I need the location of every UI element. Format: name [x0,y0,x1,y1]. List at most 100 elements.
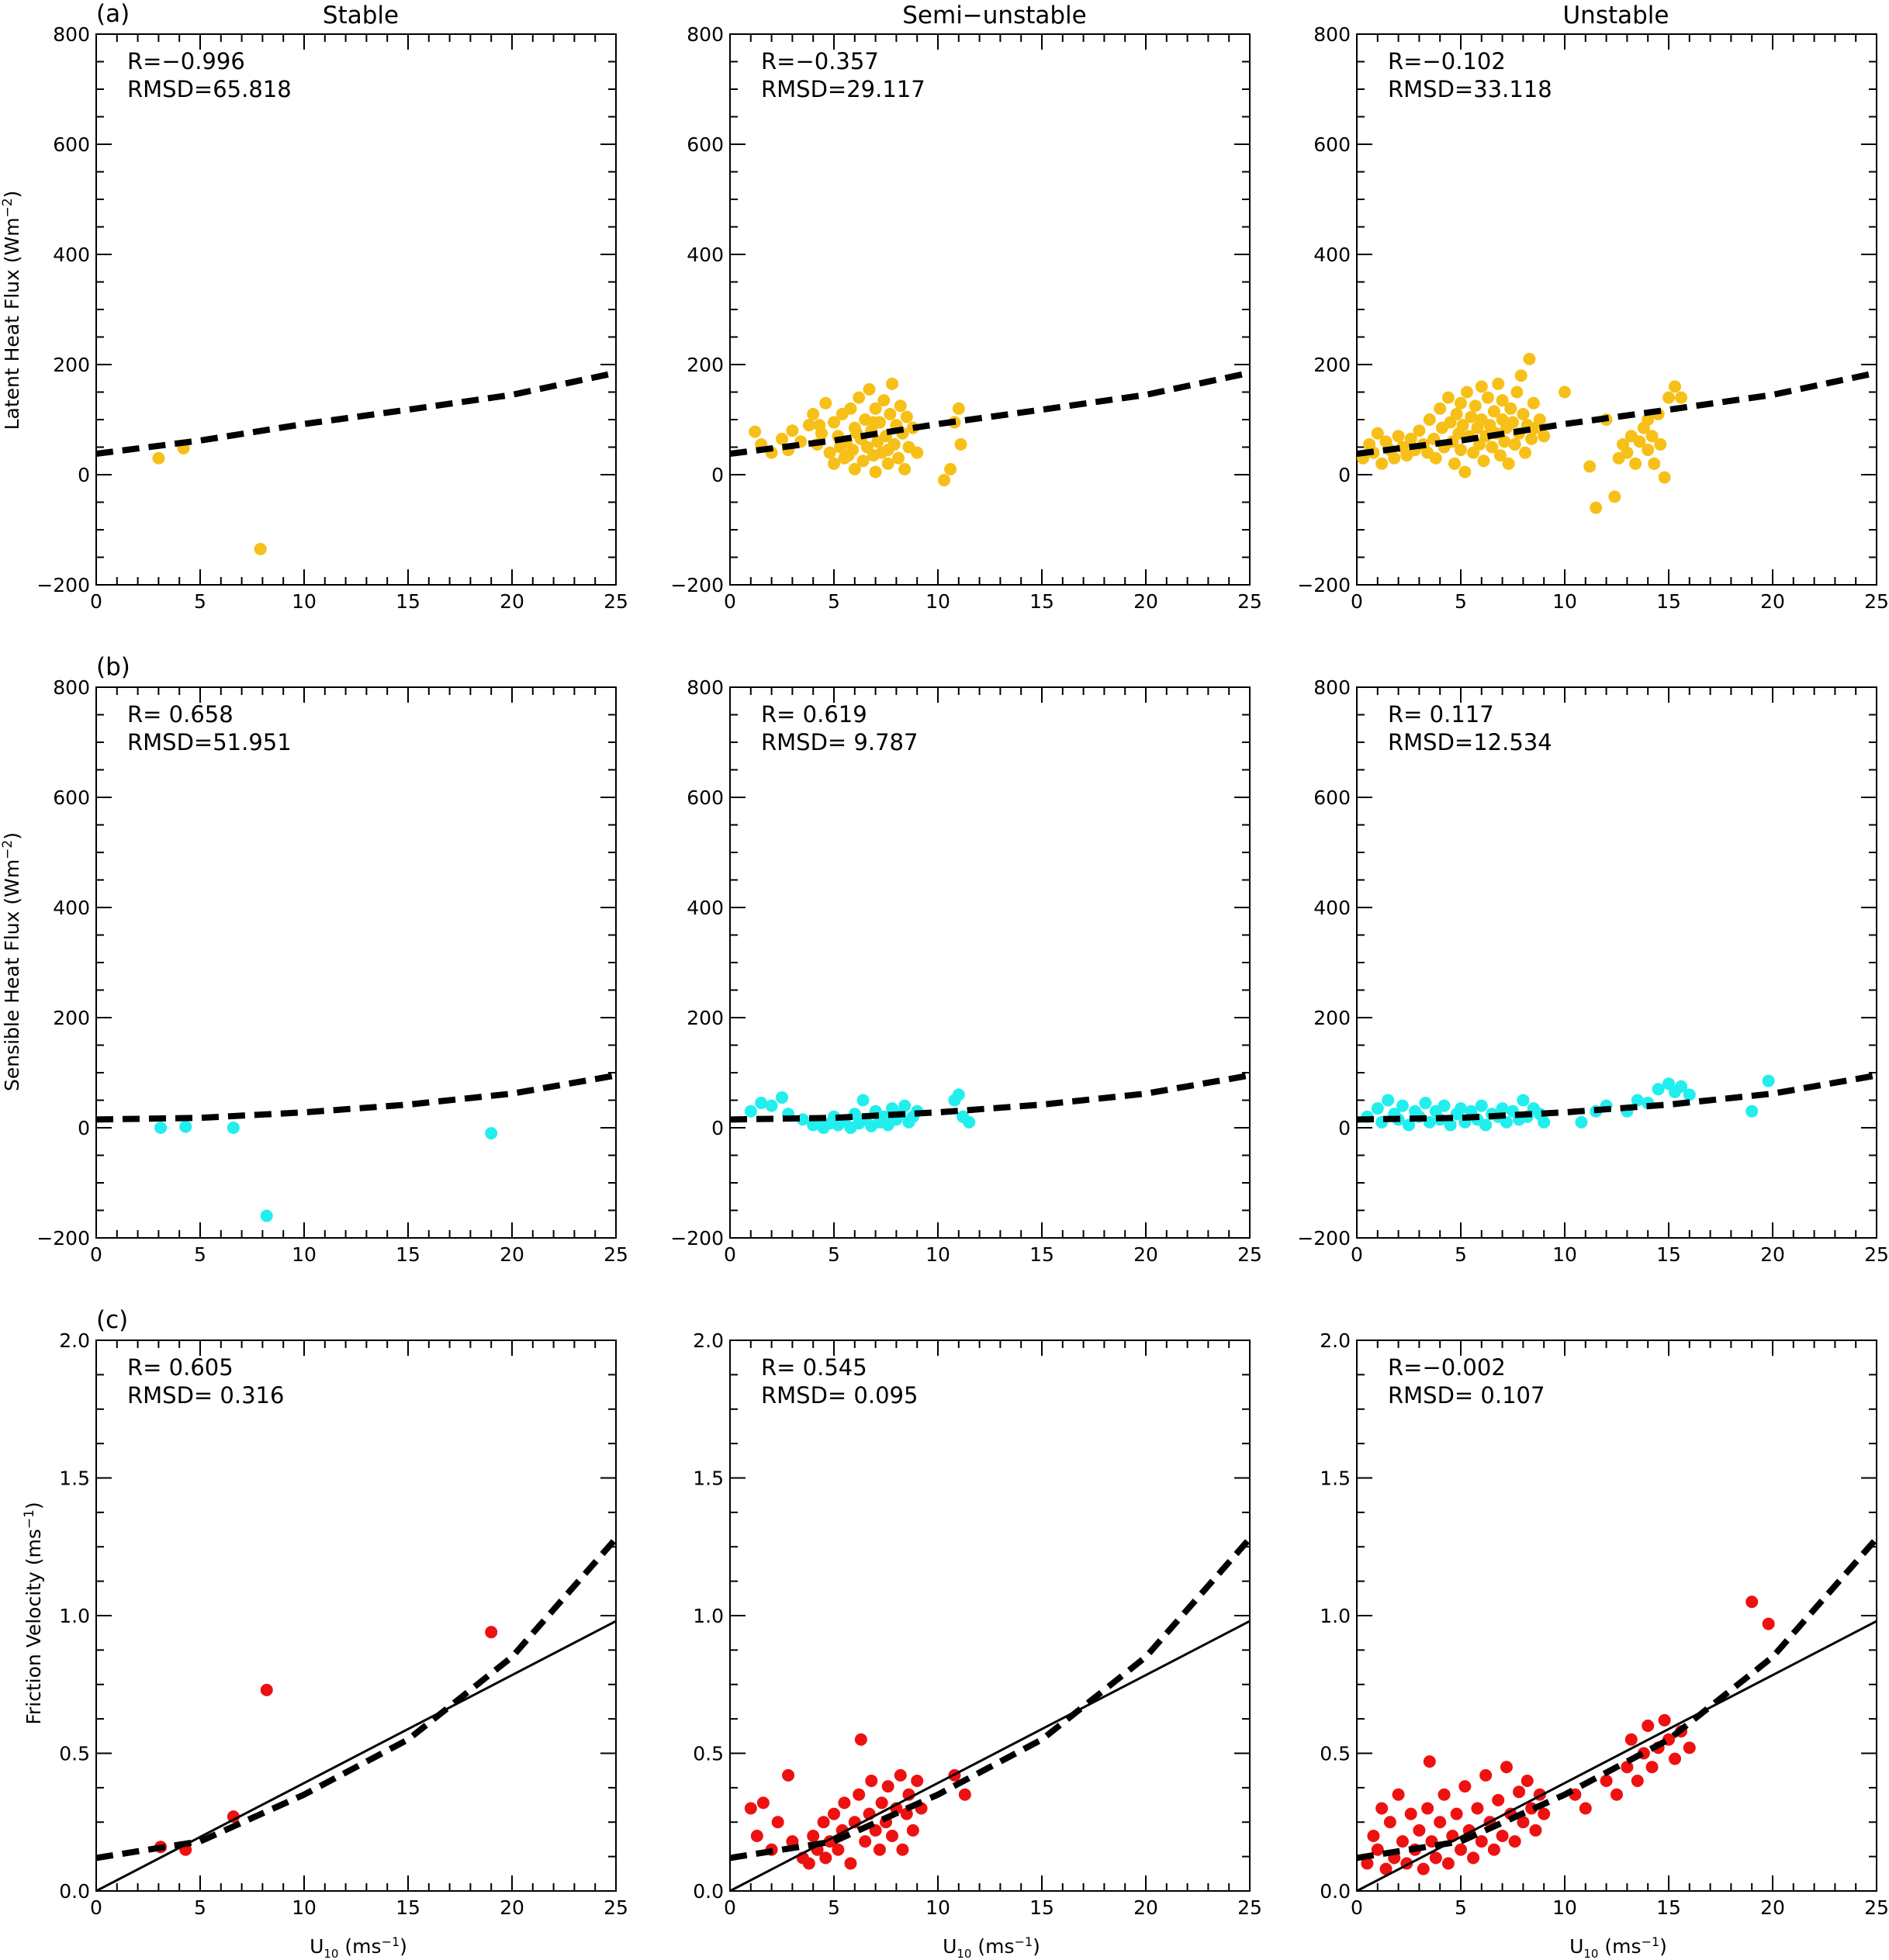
data-point [1559,385,1571,399]
model-curve [95,369,617,457]
data-point [744,1104,757,1118]
data-point [958,1788,971,1801]
data-point [1429,1851,1442,1865]
x-title-semi-unstable: U10 (ms−1) [943,1934,1040,1960]
y-tick-label: 0.0 [1320,1880,1351,1903]
data-point [1583,460,1597,473]
data-point [1745,1104,1759,1118]
x-tick-label: 15 [396,1896,420,1919]
data-point [881,444,894,457]
y-tick-label: 1.5 [1320,1467,1351,1490]
data-point [1456,419,1469,432]
data-point [744,1802,757,1815]
data-point [881,457,894,470]
data-point [844,1857,857,1870]
data-point [1475,1099,1488,1112]
data-point [900,1807,913,1820]
data-point [1493,449,1507,462]
data-point [1621,446,1634,459]
y-tick-label: 0.0 [693,1880,724,1903]
x-tick-label: 10 [292,1896,317,1919]
data-point [485,1127,498,1140]
data-point [1388,451,1401,465]
data-point [1683,1088,1696,1101]
plot-frame [1356,686,1877,1239]
data-point [952,1088,965,1101]
data-point [911,446,924,459]
y-tick-label: 200 [1313,354,1351,376]
x-title-stable: U10 (ms−1) [310,1934,407,1960]
x-tick-label: 10 [1552,1896,1577,1919]
data-point [1479,1118,1493,1132]
data-point [1631,1094,1644,1107]
data-point [853,1788,866,1801]
data-point [1496,1102,1509,1115]
y-tick-label: 0 [1338,464,1351,486]
y-tick-label: −200 [670,574,724,596]
y-tick-label: 0 [78,464,90,486]
data-point [1375,1802,1389,1815]
data-point [260,1209,273,1222]
data-point [1371,427,1384,440]
x-tick-label: 25 [604,1896,628,1919]
data-point [1475,380,1488,393]
model-curve [95,1536,619,1861]
data-point [1492,377,1505,390]
data-point [1403,1118,1415,1132]
data-point [1496,1830,1509,1842]
x-tick-label: 15 [396,590,420,613]
data-point [1421,1802,1434,1815]
data-point [1423,1755,1436,1768]
data-point [1481,391,1494,404]
data-point [1429,451,1442,465]
stat-text: RMSD=33.118 [1388,76,1552,102]
data-point [1438,1099,1451,1112]
data-point [906,1823,919,1837]
data-point [1533,413,1546,426]
data-point [1425,1835,1438,1848]
x-tick-label: 15 [1029,1896,1054,1919]
data-point [1498,435,1511,448]
y-tick-label: 0.5 [59,1743,90,1765]
stat-text: R= 0.545 [761,1354,867,1381]
y-tick-label: 0 [711,464,724,486]
y-tick-label: −200 [1297,1227,1351,1250]
data-point [1479,1768,1493,1782]
y-tick-label: 1.5 [59,1467,90,1490]
x-tick-label: 10 [292,590,317,613]
data-point [842,449,855,462]
stat-text: R=−0.102 [1388,48,1506,74]
y-tick-label: 200 [687,1007,724,1029]
panel-latent-unstable: 0 5 10 15 20 25−2000200400600800R=−0.102RMSD=… [1297,23,1889,613]
y-tick-label: 400 [1313,244,1351,266]
data-point [1662,391,1675,404]
data-point [756,1796,770,1810]
data-point [1642,413,1655,426]
y-tick-label: 2.0 [1320,1329,1351,1352]
data-point [828,457,840,470]
data-point [817,1816,830,1829]
y-tick-label: 2.0 [693,1329,724,1352]
data-point [854,1733,867,1746]
model-curve [729,1072,1251,1123]
data-point [1521,1775,1534,1787]
y-tick-label: 800 [1313,23,1351,46]
x-tick-label: 20 [500,1896,524,1919]
y-tick-label: 600 [53,786,90,809]
y-tick-label: 0 [78,1117,90,1139]
data-point [875,1796,888,1810]
data-point [1675,1080,1688,1093]
y-tick-label: 600 [53,133,90,156]
data-point [254,542,267,555]
data-point [819,396,832,410]
data-point [1575,1115,1588,1129]
x-tick-label: 0 [1351,590,1363,613]
data-point [1448,457,1461,470]
fit-line [1356,1620,1877,1893]
x-tick-label: 0 [1351,1896,1363,1919]
x-tick-label: 5 [194,1896,206,1919]
